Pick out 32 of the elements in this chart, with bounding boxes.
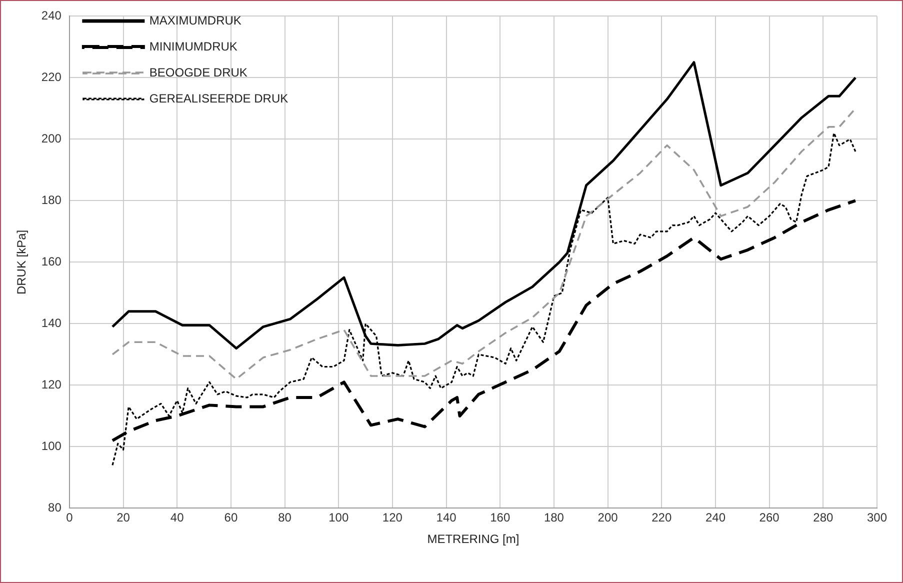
x-tick-label: 260 bbox=[759, 510, 780, 525]
x-tick-label: 160 bbox=[490, 510, 510, 525]
y-tick-label: 80 bbox=[48, 500, 62, 515]
y-tick-label: 120 bbox=[41, 378, 62, 392]
y-tick-label: 100 bbox=[41, 439, 62, 454]
x-tick-label: 300 bbox=[866, 510, 888, 525]
x-tick-label: 280 bbox=[813, 510, 834, 525]
x-tick-label: 0 bbox=[66, 510, 74, 525]
x-tick-label: 180 bbox=[544, 510, 564, 525]
line-series bbox=[112, 108, 856, 380]
y-tick-label: 160 bbox=[41, 254, 62, 269]
legend-label: MINIMUMDRUK bbox=[149, 39, 238, 54]
x-tick-label: 140 bbox=[436, 510, 457, 525]
x-tick-label: 60 bbox=[224, 510, 238, 525]
x-tick-label: 20 bbox=[116, 510, 130, 525]
x-tick-label: 40 bbox=[170, 510, 184, 525]
y-tick-label: 200 bbox=[41, 132, 62, 146]
x-tick-label: 120 bbox=[382, 510, 403, 525]
y-tick-label: 140 bbox=[41, 316, 62, 330]
y-tick-label: 240 bbox=[41, 8, 62, 23]
x-tick-label: 200 bbox=[598, 510, 618, 525]
legend-label: BEOOGDE DRUK bbox=[149, 65, 248, 80]
legend-label: MAXIMUMDRUK bbox=[149, 13, 242, 28]
y-tick-label: 180 bbox=[41, 193, 62, 208]
x-tick-label: 220 bbox=[652, 510, 672, 525]
x-tick-label: 80 bbox=[278, 510, 292, 525]
x-axis-title: METRERING [m] bbox=[427, 532, 520, 546]
y-tick-label: 220 bbox=[41, 70, 62, 84]
x-tick-label: 240 bbox=[705, 510, 726, 525]
legend-label: GEREALISEERDE DRUK bbox=[149, 91, 288, 106]
x-tick-label: 100 bbox=[328, 510, 349, 525]
y-axis-title: DRUK [kPa] bbox=[14, 230, 29, 295]
